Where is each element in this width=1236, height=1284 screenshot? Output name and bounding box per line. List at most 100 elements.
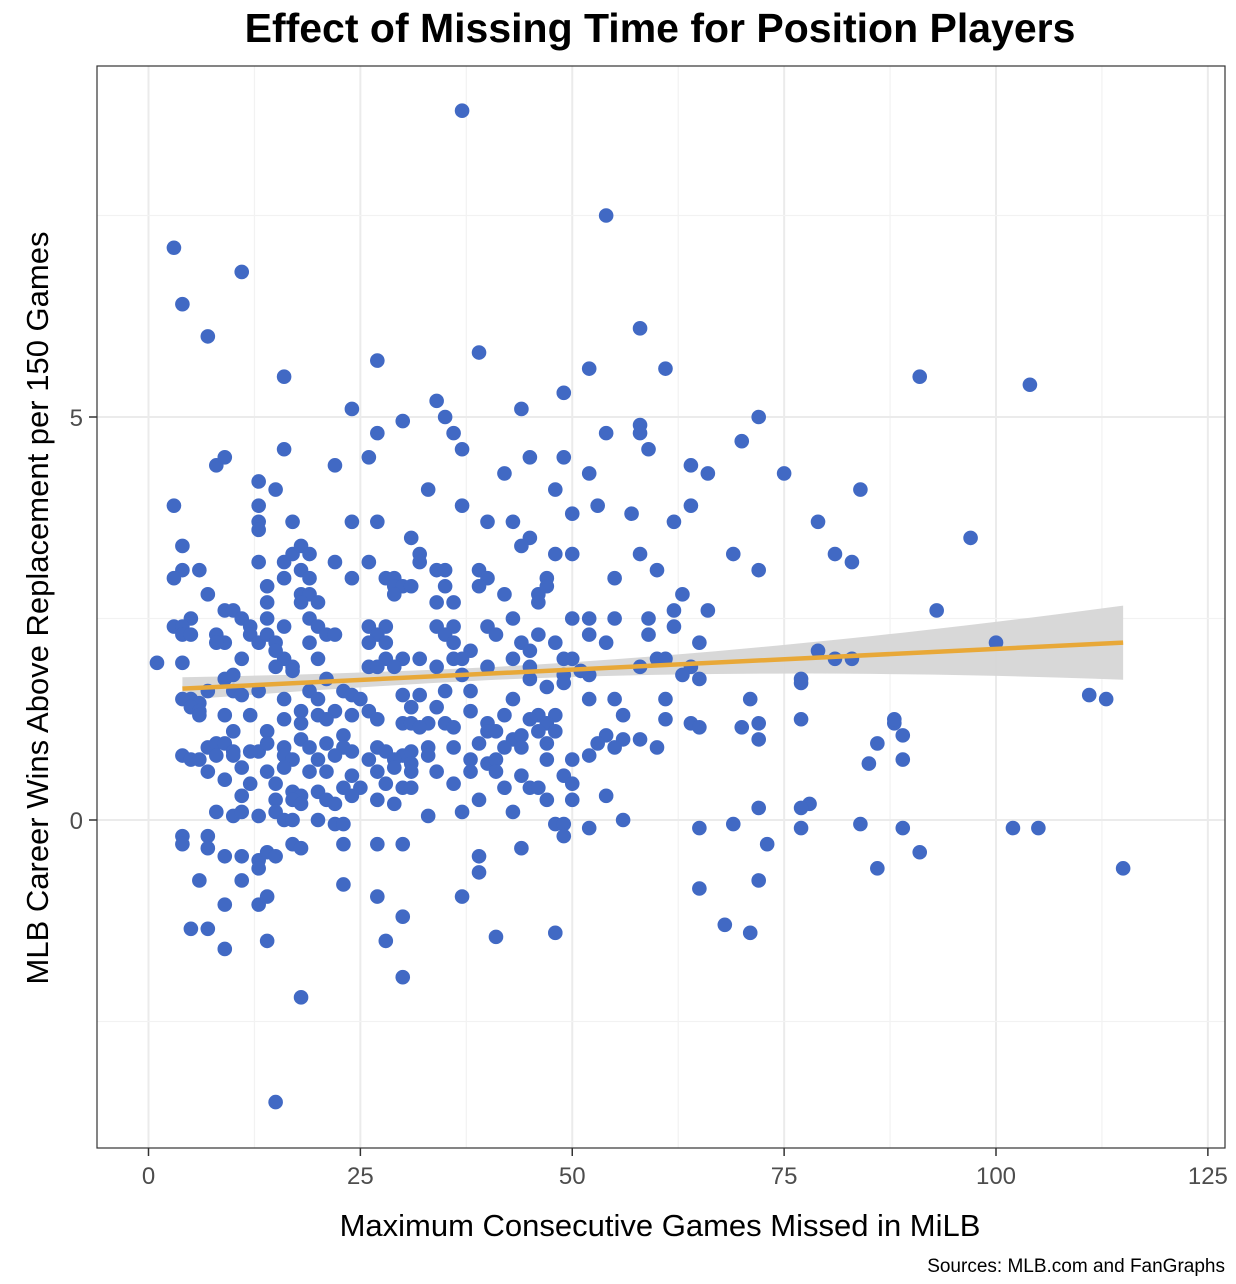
data-point [370,889,385,904]
data-point [454,651,470,667]
data-point [395,413,411,429]
data-point [581,611,597,626]
data-point [700,466,716,481]
data-point [844,554,860,570]
data-point [429,595,444,610]
data-point [361,554,377,570]
data-point [251,474,266,489]
data-point [581,748,597,763]
data-point [751,873,766,888]
data-point [887,711,902,727]
data-point [293,840,309,856]
data-point [276,691,292,707]
data-point [302,635,317,650]
data-point [268,1094,283,1110]
data-point [725,546,741,562]
data-point [344,788,360,804]
data-point [1031,820,1046,836]
data-point [471,578,487,594]
data-point [302,740,317,755]
data-point [514,840,529,856]
data-point [488,724,504,739]
data-point [234,788,250,804]
x-axis-title: Maximum Consecutive Games Missed in MiLB [340,1208,981,1243]
data-point [1098,691,1114,707]
data-point [641,627,656,642]
data-point [564,611,580,626]
x-tick-label: 100 [976,1163,1016,1190]
data-point [581,627,597,642]
data-point [564,752,580,767]
data-point [276,760,292,775]
data-point [183,627,199,642]
data-point [268,482,283,497]
x-tick-label: 0 [142,1163,155,1190]
data-point [632,321,648,336]
data-point [310,752,326,767]
data-point [310,595,326,610]
data-point [429,699,444,715]
data-point [675,667,690,683]
data-point [344,514,360,530]
data-point [251,498,266,513]
data-point [548,546,563,562]
data-point [929,603,944,618]
data-point [531,595,546,610]
data-point [548,635,563,650]
data-point [259,724,275,739]
data-point [259,578,275,594]
data-point [615,812,631,828]
data-point [412,651,428,667]
data-point [598,208,614,223]
data-point [268,659,283,675]
data-point [386,760,402,775]
data-point [370,792,385,808]
data-point [793,671,809,687]
data-point [251,861,266,876]
data-point [293,796,309,812]
data-point [734,720,750,735]
data-point [319,736,334,751]
data-point [225,667,241,683]
data-point [259,611,275,626]
data-point [302,546,317,562]
data-point [776,466,792,481]
data-point [471,345,487,360]
data-point [666,603,682,618]
data-point [564,776,580,792]
data-point [302,764,317,779]
data-point [259,889,275,904]
data-point [217,897,233,912]
x-axis-ticks: 0 25 50 75 100 125 [142,1148,1228,1190]
data-point [988,635,1004,650]
data-point [437,409,453,425]
data-point [251,808,266,824]
data-point [556,385,572,401]
data-point [149,655,165,671]
data-point [471,792,487,808]
data-point [454,889,470,904]
data-point [514,728,529,743]
data-point [912,369,928,385]
data-point [471,865,487,880]
data-point [539,792,555,808]
data-point [302,570,317,586]
data-point [497,587,512,602]
data-point [751,732,766,747]
data-point [598,788,614,804]
data-point [395,836,411,852]
data-point [446,776,461,792]
data-point [336,728,351,743]
data-point [548,724,563,739]
data-point [192,707,207,723]
data-point [225,724,241,739]
data-point [242,776,258,792]
data-point [403,764,419,779]
data-point [590,498,605,513]
data-point [895,728,911,743]
data-point [251,683,266,699]
data-point [175,836,190,852]
data-point [658,711,673,727]
data-point [649,562,665,578]
data-point [285,812,300,828]
